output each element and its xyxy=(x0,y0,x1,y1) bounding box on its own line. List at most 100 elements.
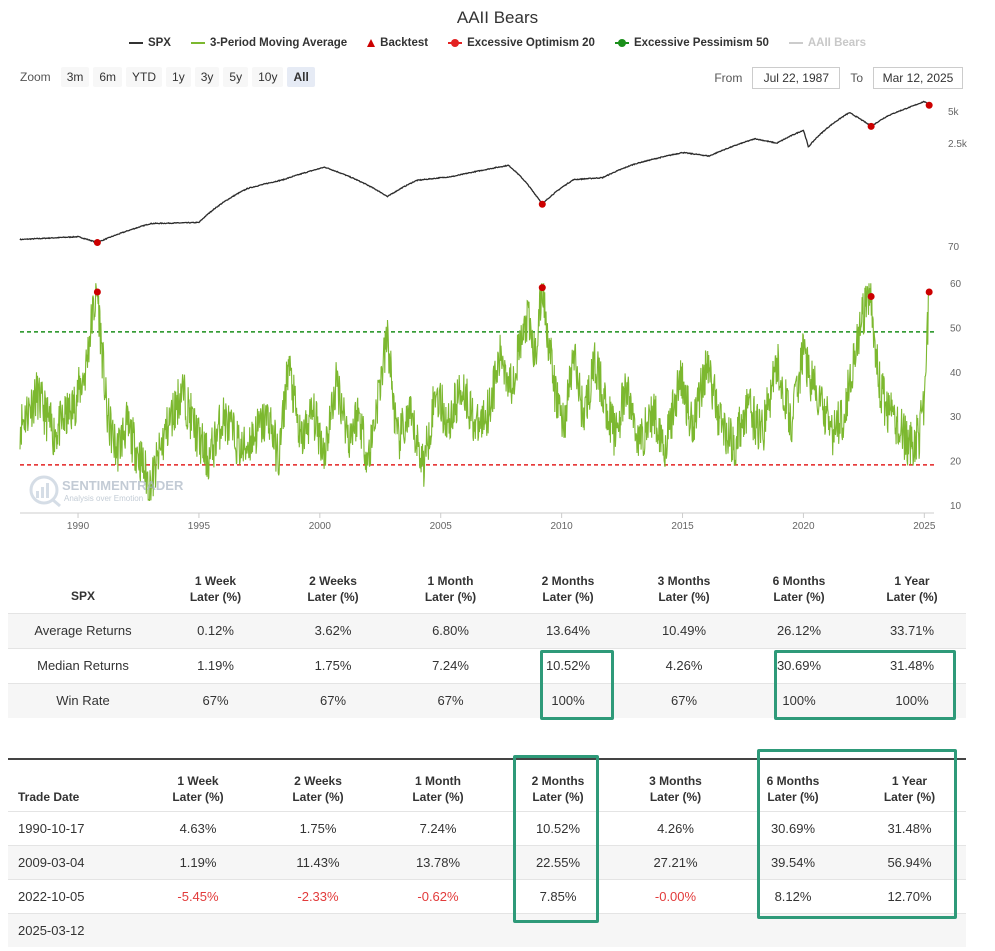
table-cell: -2.33% xyxy=(297,888,339,904)
row-label: Average Returns xyxy=(34,623,132,638)
legend-item[interactable]: Excessive Optimism 20 xyxy=(448,37,595,49)
line-swatch-icon xyxy=(128,42,143,44)
dash-marker-icon xyxy=(448,39,463,47)
table-cell: 1.19% xyxy=(179,854,217,870)
column-header-line: 2 Weeks xyxy=(309,573,357,588)
zoom-button-10y[interactable]: 10y xyxy=(252,67,284,87)
spx-backtest-marker[interactable] xyxy=(925,101,933,109)
zoom-button-6m[interactable]: 6m xyxy=(93,67,123,87)
legend-item[interactable]: Backtest xyxy=(367,37,428,49)
y-axis-tick-label: 20 xyxy=(950,457,962,468)
summary-table: SPX 1 Week Later (%) 2 Weeks Later (%) 1 Mont… xyxy=(8,565,966,718)
column-header-line: Later (%) xyxy=(649,789,702,804)
table-cell: 1.75% xyxy=(299,820,337,836)
legend-item[interactable]: AAII Bears xyxy=(788,37,867,49)
aaii-backtest-marker[interactable] xyxy=(925,288,933,296)
table-cell: 1.75% xyxy=(314,658,352,673)
table-cell: 4.26% xyxy=(665,658,703,673)
column-header-line: 1 Week xyxy=(194,573,237,588)
column-header-line: Later (%) xyxy=(773,589,825,604)
column-header: 2 Weeks Later (%) xyxy=(258,759,378,811)
table-cell: 67% xyxy=(319,693,347,709)
table-cell: 0.12% xyxy=(197,623,234,638)
to-label: To xyxy=(850,71,863,85)
dash-marker-icon xyxy=(614,39,629,47)
row-label: 2025-03-12 xyxy=(18,922,85,938)
legend-label: Backtest xyxy=(380,37,429,49)
row-label: Win Rate xyxy=(56,693,110,709)
column-header: 6 Months Later (%) xyxy=(733,759,853,811)
legend-item[interactable]: 3-Period Moving Average xyxy=(190,37,347,49)
zoom-button-5y[interactable]: 5y xyxy=(223,67,249,87)
row-label: 2022-10-05 xyxy=(18,888,85,904)
table-row: Win Rate 67% 67% 67% 100% 67% 100% 100% xyxy=(8,683,966,718)
zoom-button-3m[interactable]: 3m xyxy=(60,67,90,87)
table-cell xyxy=(733,913,853,947)
spx-backtest-marker[interactable] xyxy=(93,239,101,247)
summary-table-header: SPX 1 Week Later (%) 2 Weeks Later (%) 1 Mont… xyxy=(8,565,966,613)
spx-axis-tick-label: 2.5k xyxy=(948,139,968,150)
aaii-backtest-marker[interactable] xyxy=(538,284,546,292)
column-header-line: 3 Months xyxy=(657,573,711,588)
column-header-line: Later (%) xyxy=(883,789,936,804)
table-cell: 1.19% xyxy=(197,658,234,673)
date-range: From Jul 22, 1987 To Mar 12, 2025 xyxy=(714,67,963,89)
column-header: 1 Year Later (%) xyxy=(858,565,966,613)
table-cell xyxy=(618,913,733,947)
row-label: 1990-10-17 xyxy=(18,820,85,836)
zoom-bar: Zoom 3m 6m YTD 1y 3y 5y 10y All xyxy=(20,67,315,87)
zoom-button-1y[interactable]: 1y xyxy=(166,67,191,87)
table-cell: 7.24% xyxy=(432,658,469,673)
table-cell: 100% xyxy=(551,693,585,709)
aaii-bears-panel: 10 20 30 40 50 60 1990 1995 2000 2005 2010 2015 2020… xyxy=(19,279,962,532)
column-header-line: Later (%) xyxy=(307,589,359,604)
spx-panel: 70 2.5k 5k xyxy=(19,100,968,253)
column-header-line: 1 Year xyxy=(891,773,928,788)
column-header-line: Later (%) xyxy=(412,789,464,804)
column-header: SPX xyxy=(8,565,158,613)
table-row: 2025-03-12 xyxy=(8,913,966,947)
column-header-line: Later (%) xyxy=(658,589,710,604)
table-cell: 30.69% xyxy=(776,658,822,673)
legend-label: Excessive Optimism 20 xyxy=(467,37,595,49)
spx-backtest-marker[interactable] xyxy=(538,200,546,208)
x-axis-tick-label: 2005 xyxy=(430,521,453,532)
legend-item[interactable]: SPX xyxy=(128,37,171,49)
column-header-line: 2 Weeks xyxy=(294,773,342,788)
legend-label: AAII Bears xyxy=(807,37,867,49)
zoom-button-all[interactable]: All xyxy=(287,67,315,87)
zoom-button-3y[interactable]: 3y xyxy=(194,67,220,87)
row-label: Median Returns xyxy=(37,658,129,673)
table-cell: 56.94% xyxy=(887,854,932,870)
spx-series-line xyxy=(19,100,929,244)
table-cell: 7.85% xyxy=(539,888,577,904)
column-header-line: 2 Months xyxy=(531,773,585,788)
table-row: 2009-03-04 1.19% 11.43% 13.78% 22.55% 27.21% 3… xyxy=(8,845,966,879)
table-cell: -5.45% xyxy=(177,888,219,904)
column-header-line: Later (%) xyxy=(532,789,584,804)
table-cell: -0.00% xyxy=(654,888,697,904)
legend-item[interactable]: Excessive Pessimism 50 xyxy=(614,37,769,49)
column-header: 3 Months Later (%) xyxy=(628,565,740,613)
table-cell: 4.26% xyxy=(657,820,694,836)
column-header-line: 1 Week xyxy=(177,773,219,788)
spx-backtest-marker[interactable] xyxy=(867,122,875,130)
to-date-input[interactable]: Mar 12, 2025 xyxy=(873,67,963,89)
table-cell: 10.52% xyxy=(535,820,581,836)
aaii-backtest-marker[interactable] xyxy=(93,288,101,296)
table-cell: 31.48% xyxy=(889,658,935,673)
from-date-input[interactable]: Jul 22, 1987 xyxy=(752,67,841,89)
from-label: From xyxy=(714,71,743,85)
table-row: Average Returns 0.12% 3.62% 6.80% 13.64% 10.4… xyxy=(8,613,966,648)
column-header-line: 2 Months xyxy=(541,573,595,588)
column-header: 2 Months Later (%) xyxy=(498,759,618,811)
zoom-button-ytd[interactable]: YTD xyxy=(126,67,163,87)
zoom-buttons: 3m 6m YTD 1y 3y 5y 10y All xyxy=(60,67,315,87)
column-header: 3 Months Later (%) xyxy=(618,759,733,811)
table-cell: 100% xyxy=(895,693,929,709)
column-header: Trade Date xyxy=(8,759,138,811)
aaii-backtest-marker[interactable] xyxy=(867,292,875,300)
column-header: 1 Month Later (%) xyxy=(378,759,498,811)
column-header: 6 Months Later (%) xyxy=(740,565,858,613)
column-header-line: Later (%) xyxy=(189,589,242,604)
